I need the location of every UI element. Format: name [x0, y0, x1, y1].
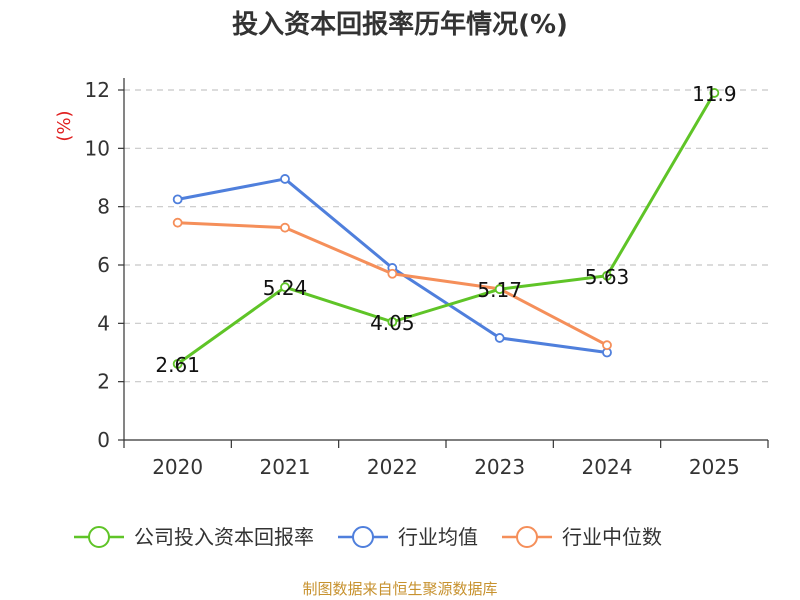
source-note: 制图数据来自恒生聚源数据库	[302, 580, 498, 598]
data-point[interactable]	[172, 217, 183, 228]
x-tick-label: 2024	[582, 455, 633, 479]
data-label: 4.05	[370, 311, 415, 335]
chart-title: 投入资本回报率历年情况(%)	[232, 10, 568, 40]
data-label: 5.17	[477, 278, 522, 302]
x-tick-label: 2022	[367, 455, 418, 479]
data-point[interactable]	[387, 268, 398, 279]
y-tick-label: 0	[97, 428, 110, 452]
y-tick-label: 4	[97, 311, 110, 335]
series-layer	[172, 88, 720, 369]
data-label: 5.63	[585, 265, 630, 289]
y-tick-label: 10	[85, 136, 110, 160]
data-point[interactable]	[602, 340, 612, 351]
legend[interactable]: 公司投入资本回报率 行业均值 行业中位数	[74, 525, 662, 549]
series-line-1	[176, 92, 716, 366]
data-point[interactable]	[494, 284, 505, 295]
legend-label: 行业均值	[398, 525, 478, 549]
legend-marker	[352, 526, 374, 548]
data-point[interactable]	[172, 194, 183, 205]
data-point[interactable]	[280, 222, 290, 233]
data-label: 5.24	[263, 276, 308, 300]
data-point[interactable]	[280, 174, 290, 184]
legend-item-3[interactable]: 行业中位数	[502, 525, 662, 549]
legend-item-2[interactable]: 行业均值	[338, 525, 478, 549]
y-axis-label: (%)	[54, 110, 75, 141]
legend-marker	[88, 526, 110, 548]
legend-label: 行业中位数	[562, 525, 662, 549]
x-tick-label: 2021	[260, 455, 311, 479]
y-tick-label: 12	[85, 78, 110, 102]
y-tick-label: 8	[97, 195, 110, 219]
data-point[interactable]	[602, 270, 612, 281]
data-point[interactable]	[387, 316, 398, 327]
data-point[interactable]	[494, 333, 505, 343]
data-point[interactable]	[172, 358, 183, 369]
grid-layer	[124, 89, 768, 383]
data-point[interactable]	[709, 88, 720, 98]
x-tick-label: 2025	[689, 455, 740, 479]
legend-item-1[interactable]: 公司投入资本回报率	[74, 525, 314, 549]
legend-marker	[516, 526, 538, 548]
legend-label: 公司投入资本回报率	[134, 525, 314, 549]
x-tick-label: 2020	[152, 455, 203, 479]
data-point[interactable]	[280, 282, 290, 293]
axis-layer: 0 2 4 6 8 10 12 2020 2021 2022 2023 2024 2025	[85, 78, 769, 479]
y-tick-label: 6	[97, 253, 110, 277]
x-tick-label: 2023	[474, 455, 525, 479]
y-tick-label: 2	[97, 370, 110, 394]
data-label: 11.9	[692, 82, 737, 106]
data-label: 2.61	[155, 353, 200, 377]
data-label-layer: 2.61 5.24 4.05 5.17 5.63 11.9	[155, 82, 736, 377]
